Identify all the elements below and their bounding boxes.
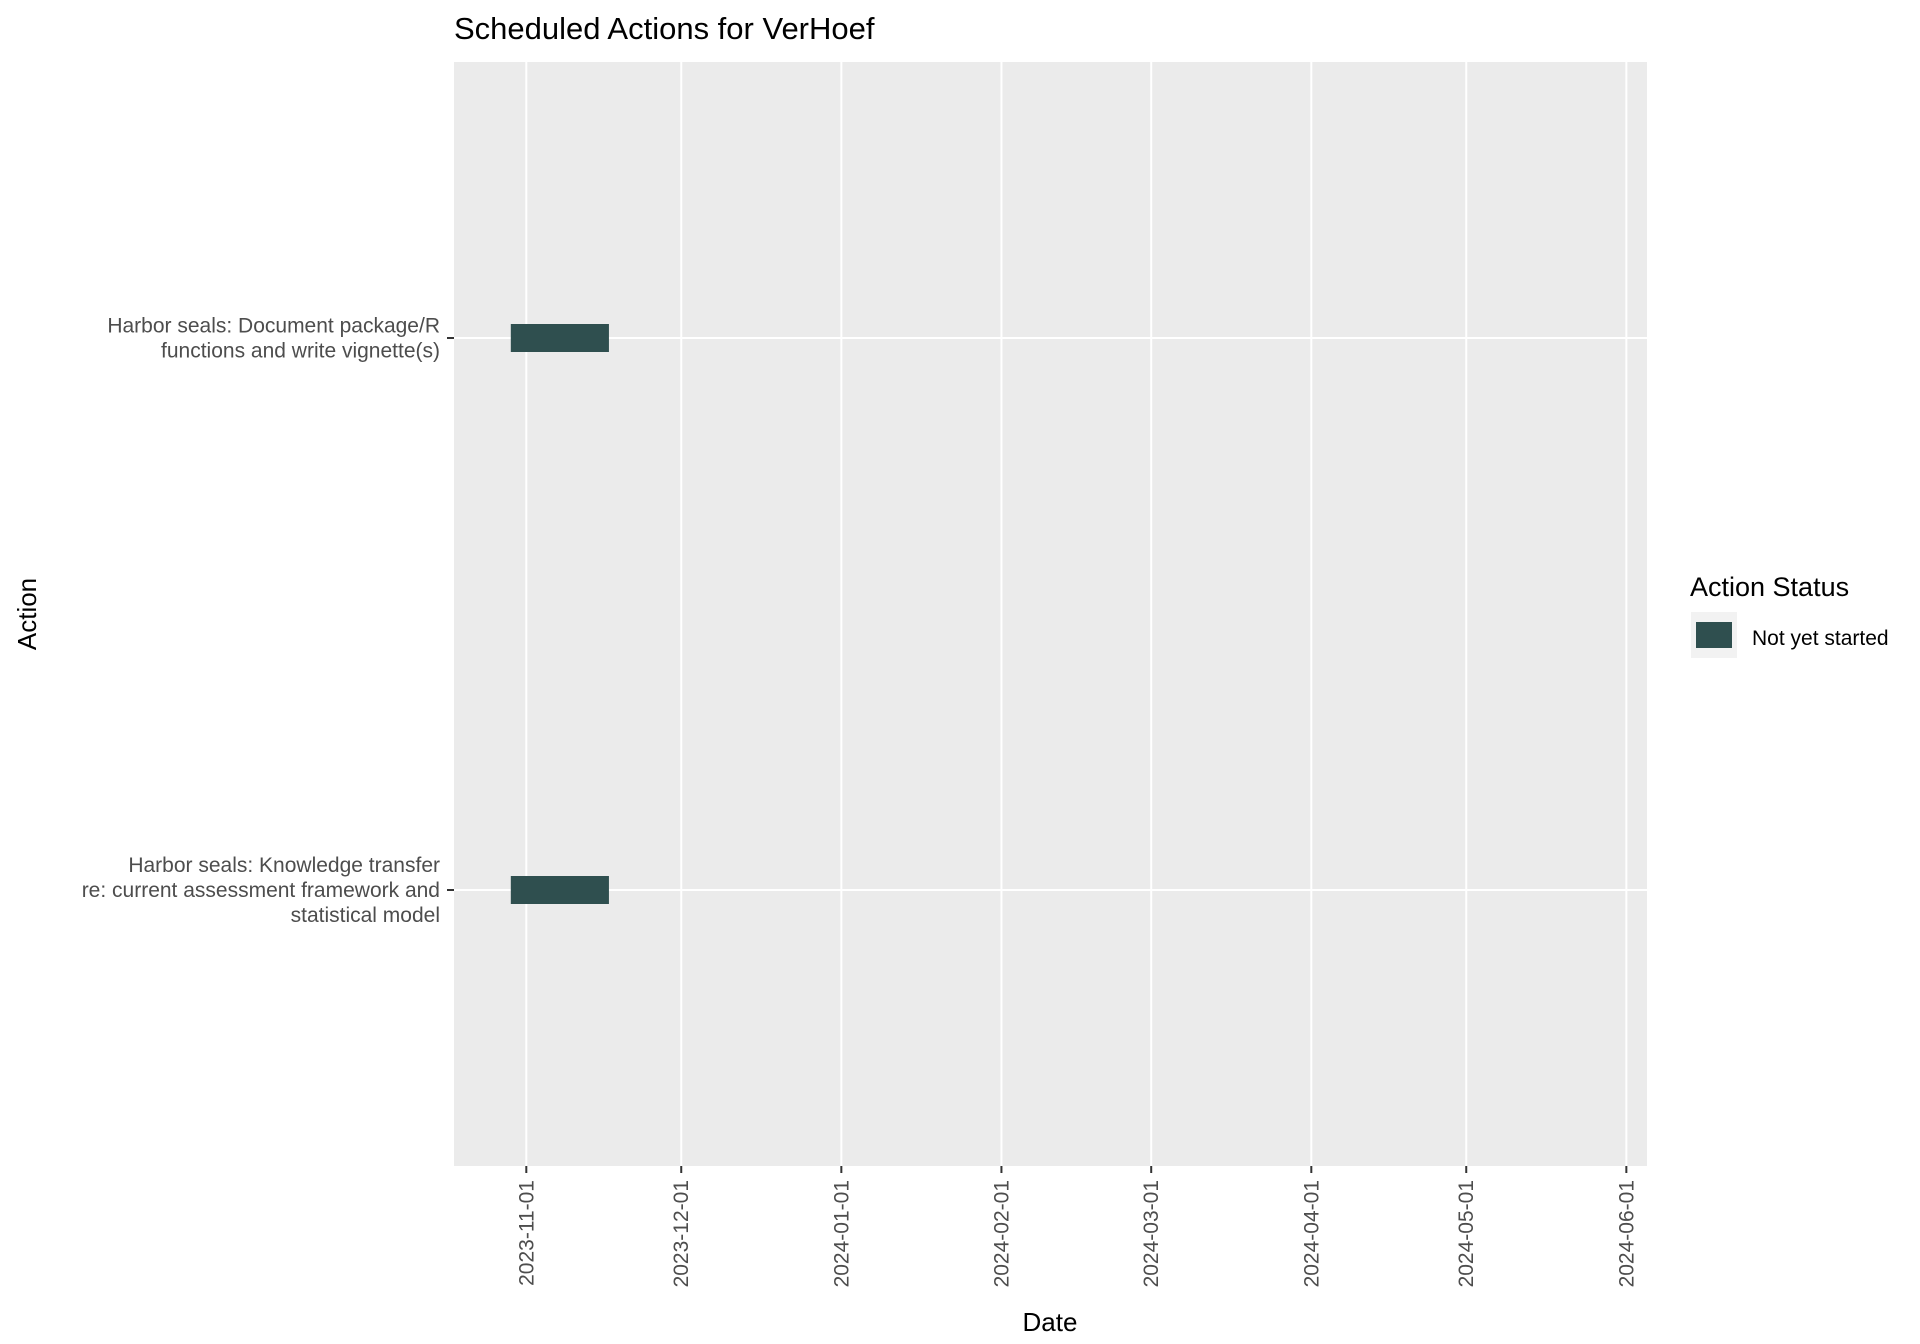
x-tick-label: 2024-06-01 [1615, 1180, 1638, 1287]
x-tick-label: 2024-04-01 [1300, 1180, 1323, 1287]
y-tick-label-line: statistical model [291, 904, 440, 927]
bar [510, 876, 609, 904]
legend-title: Action Status [1690, 572, 1849, 602]
x-tick-label: 2023-11-01 [515, 1180, 538, 1286]
y-tick-label: Harbor seals: Knowledge transfer re: curr… [82, 854, 440, 927]
y-axis-title: Action [12, 578, 42, 650]
legend-swatch-not-yet-started [1696, 622, 1732, 648]
x-tick-label: 2024-02-01 [990, 1180, 1013, 1287]
y-tick-label-line: re: current assessment framework and [82, 879, 440, 902]
y-axis-ticks [447, 337, 454, 891]
legend: Action Status Not yet started [1690, 572, 1889, 658]
bar [510, 324, 609, 352]
y-tick-label-line: Harbor seals: Knowledge transfer [128, 854, 440, 877]
x-tick-label: 2024-01-01 [830, 1180, 853, 1287]
y-tick-label: Harbor seals: Document package/R function… [107, 315, 440, 363]
x-axis-ticks [525, 1166, 1628, 1173]
vertical-gridlines [525, 62, 1628, 1166]
plot-panel [454, 62, 1647, 1166]
legend-label-not-yet-started: Not yet started [1752, 627, 1889, 650]
horizontal-gridlines [454, 337, 1647, 891]
x-tick-label: 2023-12-01 [670, 1180, 693, 1287]
y-tick-label-line: functions and write vignette(s) [161, 340, 440, 363]
y-axis-labels: Harbor seals: Document package/R function… [82, 315, 440, 928]
chart-title: Scheduled Actions for VerHoef [454, 11, 875, 46]
x-axis-title: Date [1023, 1307, 1078, 1337]
bars [510, 324, 609, 904]
y-tick-label-line: Harbor seals: Document package/R [107, 315, 440, 338]
x-tick-label: 2024-05-01 [1455, 1180, 1478, 1287]
x-tick-label: 2024-03-01 [1140, 1180, 1163, 1287]
x-axis-labels: 2023-11-01 2023-12-01 2024-01-01 2024-02-01… [515, 1180, 1638, 1287]
